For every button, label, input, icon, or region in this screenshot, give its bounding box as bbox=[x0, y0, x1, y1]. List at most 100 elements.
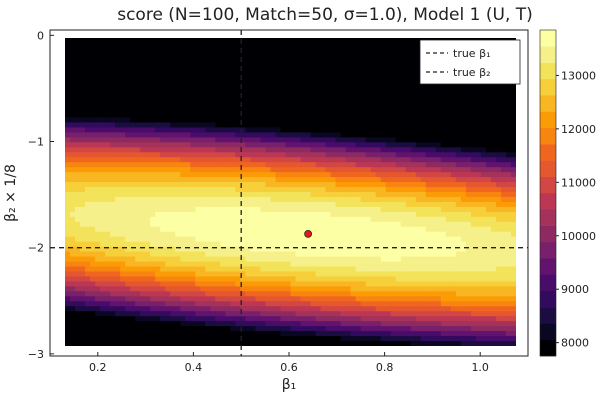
contour-cell bbox=[120, 331, 126, 337]
contour-cell bbox=[245, 311, 252, 317]
contour-cell bbox=[355, 147, 362, 153]
contour-cell bbox=[465, 132, 472, 138]
contour-cell bbox=[70, 42, 76, 49]
contour-cell bbox=[430, 196, 437, 203]
contour-cell bbox=[135, 52, 141, 59]
contour-cell bbox=[285, 311, 292, 317]
contour-cell bbox=[430, 226, 437, 233]
contour-cell bbox=[225, 72, 231, 79]
contour-cell bbox=[150, 172, 156, 178]
contour-cell bbox=[400, 67, 407, 74]
contour-cell bbox=[365, 211, 372, 218]
contour-cell bbox=[140, 226, 146, 233]
contour-cell bbox=[350, 97, 357, 104]
contour-cell bbox=[250, 87, 257, 94]
contour-cell bbox=[370, 162, 377, 168]
contour-cell bbox=[165, 276, 171, 283]
contour-cell bbox=[460, 256, 467, 263]
contour-cell bbox=[195, 127, 201, 133]
contour-cell bbox=[100, 167, 106, 173]
contour-cell bbox=[430, 137, 437, 143]
contour-cell bbox=[170, 157, 176, 163]
contour-cell bbox=[110, 226, 116, 233]
contour-cell bbox=[295, 246, 302, 253]
contour-cell bbox=[100, 142, 106, 148]
contour-cell bbox=[205, 52, 211, 59]
contour-cell bbox=[95, 271, 101, 278]
contour-cell bbox=[285, 77, 292, 84]
contour-cell bbox=[320, 77, 327, 84]
contour-cell bbox=[360, 132, 367, 138]
contour-cell bbox=[250, 172, 257, 178]
contour-cell bbox=[65, 341, 71, 346]
contour-cell bbox=[420, 221, 427, 228]
contour-cell bbox=[240, 192, 246, 198]
contour-cell bbox=[410, 206, 417, 213]
contour-cell bbox=[80, 112, 86, 119]
contour-cell bbox=[95, 147, 101, 153]
contour-cell bbox=[195, 226, 201, 233]
contour-cell bbox=[115, 211, 121, 218]
contour-cell bbox=[420, 117, 427, 124]
contour-cell bbox=[415, 301, 422, 307]
contour-cell bbox=[200, 62, 206, 69]
contour-cell bbox=[310, 236, 317, 243]
contour-cell bbox=[295, 62, 302, 69]
contour-cell bbox=[385, 122, 392, 129]
contour-cell bbox=[335, 77, 342, 84]
contour-cell bbox=[200, 127, 206, 133]
contour-cell bbox=[105, 97, 111, 104]
contour-cell bbox=[345, 281, 352, 287]
contour-cell bbox=[360, 162, 367, 168]
contour-cell bbox=[260, 117, 267, 124]
contour-cell bbox=[70, 231, 76, 238]
contour-cell bbox=[120, 157, 126, 163]
contour-cell bbox=[305, 62, 312, 69]
contour-cell bbox=[275, 72, 282, 79]
contour-cell bbox=[120, 306, 126, 312]
contour-cell bbox=[75, 147, 81, 153]
contour-cell bbox=[75, 251, 81, 258]
contour-cell bbox=[345, 316, 352, 322]
contour-cell bbox=[150, 67, 156, 74]
contour-cell bbox=[400, 201, 407, 208]
contour-cell bbox=[115, 236, 121, 243]
contour-cell bbox=[310, 311, 317, 317]
contour-cell bbox=[265, 236, 272, 243]
contour-cell bbox=[230, 102, 236, 109]
contour-cell bbox=[75, 72, 81, 79]
contour-cell bbox=[300, 211, 307, 218]
contour-cell bbox=[320, 57, 327, 64]
contour-cell bbox=[355, 241, 362, 248]
contour-cell bbox=[210, 182, 216, 188]
contour-cell bbox=[155, 102, 161, 109]
contour-cell bbox=[385, 306, 392, 312]
contour-cell bbox=[100, 77, 106, 84]
contour-cell bbox=[225, 152, 231, 158]
contour-cell bbox=[110, 152, 116, 158]
contour-cell bbox=[110, 241, 116, 248]
contour-cell bbox=[165, 172, 171, 178]
contour-cell bbox=[400, 87, 407, 94]
contour-cell bbox=[435, 281, 442, 287]
contour-cell bbox=[450, 331, 457, 337]
contour-cell bbox=[460, 231, 467, 238]
contour-cell bbox=[175, 117, 181, 124]
contour-cell bbox=[110, 172, 116, 178]
contour-cell bbox=[75, 107, 81, 114]
contour-cell bbox=[90, 47, 96, 54]
contour-cell bbox=[330, 38, 337, 44]
contour-cell bbox=[350, 47, 357, 54]
contour-cell bbox=[185, 276, 191, 283]
contour-cell bbox=[145, 306, 151, 312]
contour-cell bbox=[420, 147, 427, 153]
contour-cell bbox=[430, 331, 437, 337]
contour-cell bbox=[85, 281, 91, 287]
contour-cell bbox=[195, 301, 201, 307]
contour-cell bbox=[140, 167, 146, 173]
contour-cell bbox=[130, 311, 136, 317]
contour-cell bbox=[185, 266, 191, 273]
contour-cell bbox=[65, 152, 71, 158]
contour-cell bbox=[300, 266, 307, 273]
contour-cell bbox=[345, 271, 352, 278]
